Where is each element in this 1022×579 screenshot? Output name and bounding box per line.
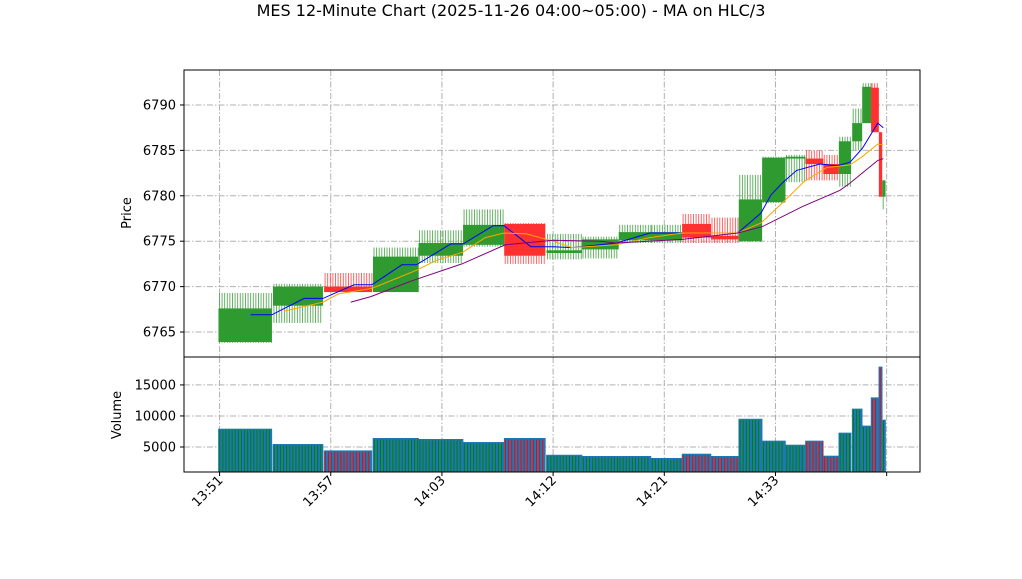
candle-body-21 (871, 87, 879, 133)
candle-body-18 (838, 141, 852, 174)
candle-body-6 (504, 223, 546, 256)
volume-axis-label: Volume (110, 391, 125, 439)
candles (218, 83, 886, 343)
candle-body-20 (862, 86, 872, 124)
candle-body-3 (373, 256, 419, 293)
candle-body-7 (546, 250, 583, 254)
chart-title: MES 12-Minute Chart (2025-11-26 04:00~05… (257, 1, 766, 20)
candle-body-13 (738, 199, 763, 242)
volume-bar-8 (581, 455, 620, 473)
volume-ytick-label: 10000 (135, 409, 176, 424)
volume-bar-6 (503, 438, 546, 473)
candle-body-5 (463, 224, 505, 245)
x-tick-label: 14:03 (412, 473, 449, 510)
moving-averages (250, 122, 884, 316)
volume-bar-0 (218, 428, 273, 473)
x-tick-label: 14:12 (523, 473, 560, 510)
price-axis-label: Price (120, 197, 135, 229)
candle-body-12 (710, 235, 739, 240)
volume-axes-frame (183, 356, 921, 473)
candle-body-15 (785, 156, 806, 159)
volume-bars (218, 366, 886, 473)
candle-body-14 (762, 157, 786, 203)
volume-bar-16 (805, 440, 824, 473)
candle-body-16 (805, 158, 824, 165)
x-tick-label: 13:57 (300, 473, 337, 510)
volume-bar-4 (418, 438, 464, 473)
candle-body-10 (650, 232, 683, 241)
candle-body-22 (878, 132, 883, 197)
price-ytick-label: 6775 (143, 235, 176, 250)
candle-body-1 (272, 286, 323, 306)
volume-ytick-label: 5000 (143, 440, 176, 455)
x-tick-label: 14:21 (634, 473, 671, 510)
candle-body-4 (418, 243, 464, 256)
candle-body-2 (324, 286, 372, 293)
price-ytick-label: 6780 (143, 189, 176, 204)
price-ytick-label: 6785 (143, 144, 176, 159)
price-ytick-label: 6770 (143, 280, 176, 295)
volume-bar-7 (546, 454, 583, 473)
ma-line-slow (350, 158, 884, 303)
candle-body-11 (682, 223, 711, 238)
candle-body-23 (882, 180, 886, 197)
x-tick-label: 14:33 (745, 473, 782, 510)
volume-ytick-label: 15000 (135, 378, 176, 393)
price-ytick-label: 6765 (143, 326, 176, 341)
ma-line-mid (283, 143, 884, 312)
candle-body-19 (852, 123, 863, 142)
candle-body-0 (218, 308, 272, 343)
candle-body-9 (618, 232, 651, 241)
candle-body-17 (823, 164, 839, 174)
x-tick-label: 13:51 (189, 473, 226, 510)
price-ytick-label: 6790 (143, 98, 176, 113)
grid (184, 70, 920, 472)
volume-bar-5 (462, 442, 505, 473)
